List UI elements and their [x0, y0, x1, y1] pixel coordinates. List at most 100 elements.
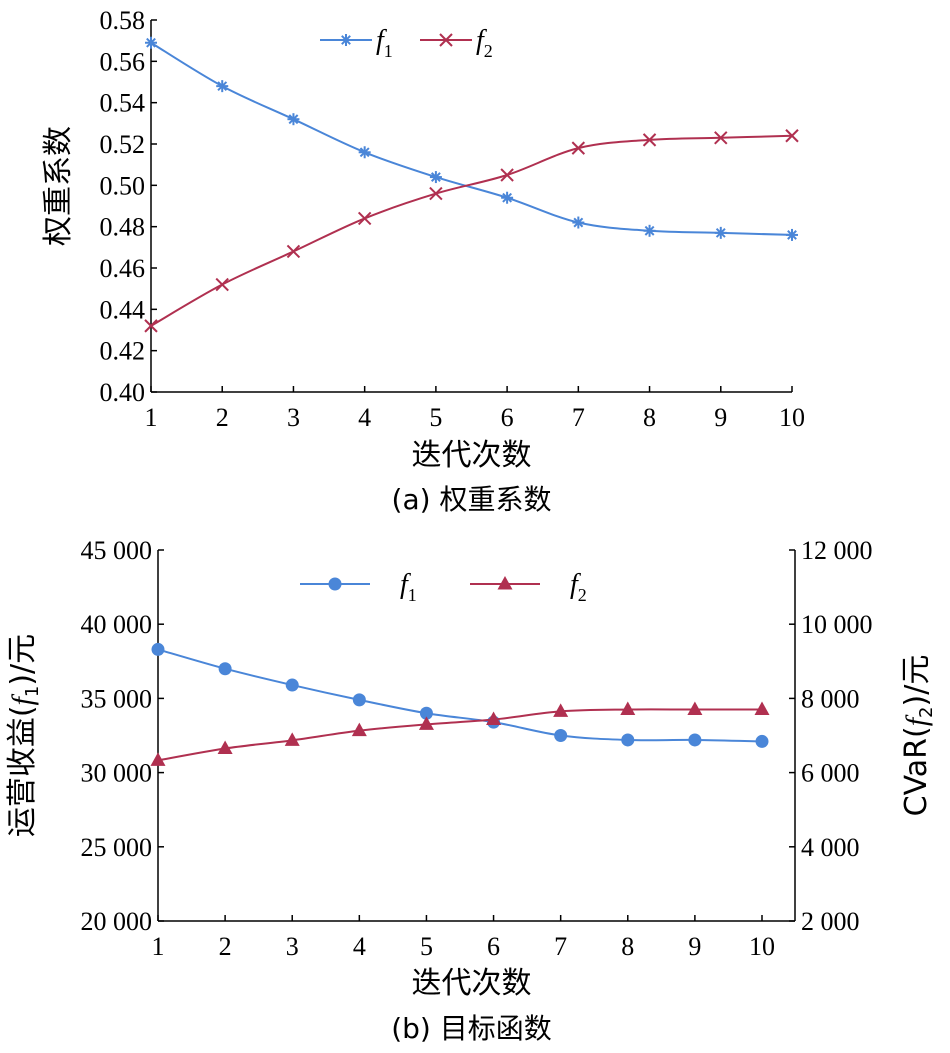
chart-a-ylabel: 权重系数	[41, 126, 76, 246]
chart-b-point-f1-dot	[755, 734, 769, 748]
chart-b-point-f2	[687, 701, 703, 716]
chart-b-point-f1	[755, 734, 769, 748]
chart-b-point-f2-tri	[553, 703, 569, 717]
chart-a-xtick-label: 3	[287, 403, 300, 432]
chart-b-point-f2-tri	[418, 716, 434, 730]
chart-b-point-f2-tri	[687, 701, 703, 716]
chart-a-xtick-label: 10	[779, 403, 805, 432]
chart-b-point-f1-dot	[419, 706, 433, 720]
chart-a-point-f2-d2	[642, 133, 657, 147]
chart-b-xtick-label: 10	[749, 932, 775, 961]
chart-b-point-f1-dot	[621, 733, 635, 747]
chart-a-point-f2-d2	[500, 168, 514, 182]
chart-b-right-tick-label: 12 000	[801, 536, 873, 565]
chart-a-point-f2	[357, 211, 372, 226]
chart-b-point-f2-tri	[351, 722, 367, 737]
chart-a-xlabel: 迭代次数	[412, 438, 532, 473]
chart-a-point-f2-d2	[286, 244, 301, 259]
chart-b-legend-label-f1: f1	[400, 569, 417, 605]
chart-b-xtick-label: 8	[621, 932, 634, 961]
chart-a-ytick-label: 0.44	[100, 295, 146, 324]
chart-a-legend-marker-f2-d2	[439, 33, 453, 47]
chart-a-point-f2	[785, 129, 799, 143]
chart-a-series-line-f2	[150, 134, 793, 327]
chart-b-legend-marker-f1	[328, 577, 342, 591]
chart-b-right-tick-label: 2 000	[801, 907, 860, 936]
chart-a-ytick-label: 0.52	[100, 130, 146, 159]
chart-a-point-f1	[714, 226, 727, 239]
chart-a-point-f2	[429, 186, 443, 201]
chart-a-point-f2-d2	[571, 141, 586, 155]
chart-b-xtick-label: 7	[554, 932, 567, 961]
chart-b-point-f2-tri	[486, 711, 502, 726]
chart-b-left-tick-label: 25 000	[81, 833, 153, 862]
chart-b-point-f1	[151, 642, 165, 656]
chart-a-xtick-label: 1	[145, 403, 158, 432]
chart-b-left-tick-label: 45 000	[81, 536, 153, 565]
chart-b-point-f2-tri	[150, 752, 166, 766]
chart-b-point-f2	[217, 740, 233, 754]
chart-a-point-f1	[643, 224, 656, 237]
chart-a-ytick-label: 0.48	[100, 213, 146, 242]
chart-b-xtick-label: 4	[353, 932, 366, 961]
chart-a-point-f1	[358, 146, 371, 159]
chart-b-xtick-label: 3	[286, 932, 299, 961]
chart-a-xtick-label: 7	[572, 403, 585, 432]
chart-a-point-f2	[571, 141, 586, 155]
chart-b: 20 000 25 000 30 000 35 000 40 000 45 000 2 00…	[5, 536, 937, 1045]
chart-b-point-f1-dot	[554, 729, 568, 742]
chart-b-point-f2	[620, 701, 636, 716]
chart-b-xtick-label: 5	[420, 932, 433, 961]
chart-b-point-f1-dot	[688, 733, 702, 747]
chart-a-point-f1	[786, 228, 798, 241]
chart-a-legend-marker-f2	[439, 33, 453, 47]
chart-a-legend-label-f1: f1	[376, 25, 393, 61]
chart-b-point-f1-dot	[218, 662, 232, 676]
chart-a-xtick-label: 9	[714, 403, 727, 432]
chart-b-point-f1-dot	[285, 678, 299, 692]
chart-b-legend-label-f2: f2	[570, 569, 587, 605]
chart-b-point-f2	[284, 732, 300, 746]
chart-b-xlabel: 迭代次数	[412, 966, 532, 1001]
chart-a-xtick-label: 4	[358, 403, 371, 432]
chart-b-point-f2	[418, 716, 434, 730]
chart-a-point-f1	[429, 171, 442, 184]
chart-a-point-f2	[286, 244, 301, 259]
chart-a-point-f2	[144, 319, 158, 333]
chart-b-right-tick-label: 8 000	[801, 684, 860, 713]
chart-b-xtick-label: 9	[688, 932, 701, 961]
chart-b-point-f1-dot	[151, 642, 165, 656]
chart-a-ytick-label: 0.46	[100, 254, 146, 283]
chart-b-point-f2-tri	[754, 701, 770, 716]
chart-b-series-line-f2	[157, 708, 762, 762]
chart-b-legend-marker-f1-dot	[328, 577, 342, 591]
chart-b-caption: (b) 目标函数	[391, 1012, 552, 1045]
chart-b-point-f2	[351, 722, 367, 737]
chart-a-point-f2	[714, 131, 728, 145]
chart-b-left-tick-label: 20 000	[81, 907, 153, 936]
chart-b-right-tick-label: 4 000	[801, 833, 860, 862]
chart-a-point-f1	[216, 80, 229, 93]
chart-a-point-f2-d2	[714, 131, 728, 145]
chart-b-point-f2	[150, 752, 166, 766]
chart-a-xtick-label: 2	[216, 403, 229, 432]
chart-b-point-f1	[285, 678, 299, 692]
chart-b-point-f1-dot	[352, 693, 366, 707]
chart-a-point-f2	[500, 168, 514, 182]
chart-a-point-f2-d2	[144, 319, 158, 333]
chart-a-legend-label-f2: f2	[476, 25, 493, 61]
chart-b-point-f1	[554, 729, 568, 742]
chart-b-ylabel-left: 运营收益(f1)/元	[5, 634, 43, 837]
chart-a-point-f1	[145, 36, 157, 49]
chart-b-right-tick-label: 6 000	[801, 759, 860, 788]
chart-a-xtick-label: 5	[429, 403, 442, 432]
chart-b-series-line-f1	[157, 648, 763, 743]
chart-a-point-f2-d2	[215, 277, 229, 292]
chart-b-point-f2	[754, 701, 770, 716]
chart-b-xtick-label: 6	[487, 932, 500, 961]
chart-b-left-tick-label: 35 000	[81, 684, 153, 713]
chart-b-right-tick-label: 10 000	[801, 610, 873, 639]
chart-b-ylabel-right: CVaR(f2)/元	[899, 655, 937, 817]
chart-b-point-f2-tri	[284, 732, 300, 746]
chart-a-xtick-label: 6	[501, 403, 514, 432]
